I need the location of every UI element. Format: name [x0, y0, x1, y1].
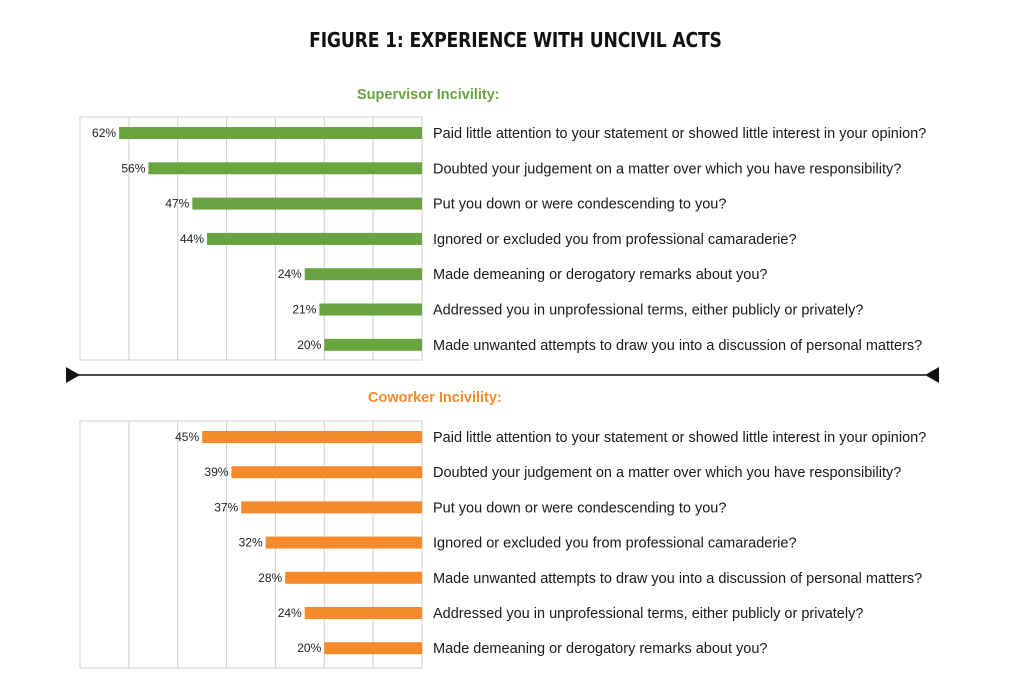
bar — [202, 431, 422, 443]
value-label: 20% — [297, 338, 321, 352]
category-label: Put you down or were condescending to yo… — [433, 197, 726, 213]
value-label: 47% — [165, 197, 189, 211]
value-label: 37% — [214, 500, 238, 514]
bar — [304, 268, 422, 281]
supervisor-panel-title: Supervisor Incivility: — [357, 87, 500, 103]
supervisor-chart: 62% Paid little attention to your stateme… — [79, 116, 926, 361]
coworker-chart: 45% Paid little attention to your stateme… — [79, 420, 926, 669]
value-label: 44% — [180, 232, 204, 246]
bar — [192, 197, 422, 210]
bar — [324, 642, 422, 655]
value-label: 56% — [121, 161, 145, 175]
category-label: Doubted your judgement on a matter over … — [433, 161, 901, 177]
category-label: Made unwanted attempts to draw you into … — [433, 571, 922, 587]
bar — [285, 571, 422, 584]
category-label: Ignored or excluded you from professiona… — [433, 232, 797, 248]
category-label: Paid little attention to your statement … — [433, 430, 926, 446]
bar — [231, 466, 422, 479]
value-label: 28% — [258, 571, 282, 585]
category-label: Ignored or excluded you from professiona… — [433, 536, 797, 552]
value-label: 62% — [92, 126, 116, 140]
category-label: Paid little attention to your statement … — [433, 126, 926, 142]
category-label: Addressed you in unprofessional terms, e… — [433, 606, 863, 622]
bar — [265, 536, 422, 549]
bar — [319, 303, 422, 316]
section-divider — [66, 367, 939, 383]
figure-title: FIGURE 1: EXPERIENCE WITH UNCIVIL ACTS — [309, 28, 722, 52]
value-label: 24% — [278, 606, 302, 620]
bar — [119, 127, 422, 139]
value-label: 45% — [175, 430, 199, 444]
bar — [207, 232, 422, 245]
category-label: Made demeaning or derogatory remarks abo… — [433, 641, 768, 657]
divider-left-arrow-icon — [66, 367, 80, 383]
value-label: 32% — [239, 536, 263, 550]
category-label: Addressed you in unprofessional terms, e… — [433, 303, 863, 319]
bar — [304, 607, 422, 619]
category-label: Made unwanted attempts to draw you into … — [433, 338, 922, 354]
value-label: 24% — [278, 267, 302, 281]
value-label: 39% — [204, 465, 228, 479]
divider-right-arrow-icon — [925, 367, 939, 383]
coworker-panel-title: Coworker Incivility: — [368, 390, 502, 406]
category-label: Made demeaning or derogatory remarks abo… — [433, 267, 768, 283]
bar — [148, 162, 422, 175]
bar — [241, 501, 422, 514]
category-label: Put you down or were condescending to yo… — [433, 500, 726, 516]
bar — [324, 338, 422, 351]
value-label: 21% — [292, 303, 316, 317]
category-label: Doubted your judgement on a matter over … — [433, 465, 901, 481]
value-label: 20% — [297, 641, 321, 655]
